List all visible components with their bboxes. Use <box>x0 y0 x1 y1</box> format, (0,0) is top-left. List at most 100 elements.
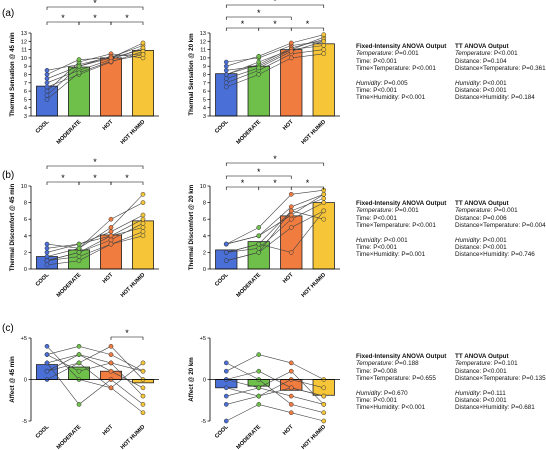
y-tick-label: 0 <box>203 378 206 384</box>
significance-bracket <box>225 175 292 179</box>
participant-line <box>46 362 144 405</box>
x-tick-label: HOT <box>102 424 115 437</box>
participant-line <box>46 223 144 261</box>
panel-label-b: (b) <box>2 170 14 181</box>
data-point <box>44 250 50 255</box>
data-point <box>76 258 82 264</box>
data-point <box>321 418 327 424</box>
stats-a-tt: TT ANOVA Output Temperature: P<0.001 Dis… <box>455 43 546 102</box>
chart-b_fi: 0 2 4 6 8 10 Thermal Discomfort @ 45 min COOL MO… <box>9 157 159 299</box>
y-tick-label: 6 <box>24 217 27 223</box>
stats-line: Time×Humidity: P<0.001 <box>356 404 426 412</box>
data-point <box>140 229 146 234</box>
x-tick-label: HOT HUMID <box>301 424 328 450</box>
participant-line <box>226 404 324 422</box>
stats-line: Temperature: P<0.001 <box>455 50 518 58</box>
data-point <box>108 229 114 234</box>
data-point <box>108 58 114 64</box>
data-point <box>44 360 50 366</box>
participant-line <box>226 210 325 253</box>
participant-line <box>46 53 144 92</box>
data-point <box>288 225 294 230</box>
stats-line: Temperature: P=0.001 <box>455 207 518 215</box>
y-axis-label: Thermal Sensation @ 45 min <box>9 32 16 117</box>
y-tick-label: 6 <box>203 89 206 95</box>
stats-line: Time: P=0.008 <box>356 367 397 375</box>
data-point <box>321 200 327 205</box>
y-tick-label: 10 <box>200 184 206 190</box>
significance-star: * <box>125 13 129 23</box>
chart-b_tt: 0 2 4 6 8 10 Thermal Discomfort @ 20 km COOL MOD… <box>188 154 340 299</box>
x-tick-label: COOL <box>35 272 51 288</box>
data-point <box>44 88 50 94</box>
y-tick-label: 11 <box>21 48 27 54</box>
participant-line <box>226 189 324 245</box>
data-point <box>223 80 229 86</box>
data-point <box>321 216 327 222</box>
chart-c_tt: -5 0 +5 Affect @ 20 km COOL MODERATE HOT HOT HU… <box>188 336 340 450</box>
participant-line <box>46 47 144 84</box>
significance-bracket <box>225 162 325 166</box>
data-point <box>108 343 114 349</box>
data-point <box>288 208 294 214</box>
stats-title: TT ANOVA Output <box>455 200 509 207</box>
participant-line <box>46 51 144 88</box>
significance-bracket <box>290 27 325 31</box>
data-point <box>140 233 146 239</box>
participant-line <box>46 42 144 75</box>
significance-bracket <box>46 6 144 10</box>
data-point <box>140 221 146 226</box>
x-tick-label: MODERATE <box>236 119 263 146</box>
data-point <box>76 352 82 357</box>
data-point <box>321 410 327 416</box>
y-axis-label: Affect @ 20 km <box>188 357 195 402</box>
data-point <box>76 57 82 62</box>
stats-line: Distance×Temperature: P=0.135 <box>455 375 546 383</box>
significance-bracket <box>110 181 144 185</box>
x-tick-label: MODERATE <box>56 119 83 146</box>
participant-line <box>226 36 324 71</box>
data-point <box>288 204 294 210</box>
y-tick-label: 10 <box>200 56 206 62</box>
data-point <box>76 245 82 251</box>
panel-label-c: (c) <box>2 323 14 334</box>
significance-star: * <box>125 328 129 338</box>
stats-line: Distance: P<0.001 <box>455 244 507 252</box>
data-point <box>223 72 229 77</box>
charts-layer: 3 4 5 6 7 8 9 10 11 12 13 Thermal Sensation @ 45 mi… <box>9 0 340 450</box>
data-point <box>140 212 146 218</box>
data-point <box>44 352 50 357</box>
y-tick-label: 13 <box>200 31 206 37</box>
data-point <box>44 258 50 264</box>
x-tick-label: MODERATE <box>56 424 83 450</box>
data-point <box>223 241 229 247</box>
data-point <box>256 72 262 77</box>
y-tick-label: 4 <box>24 234 27 240</box>
y-tick-label: 11 <box>200 48 206 54</box>
participant-line <box>226 354 324 380</box>
data-point <box>140 200 146 205</box>
data-point <box>256 385 262 391</box>
stats-line: Distance×Temperature: P=0.361 <box>455 65 546 73</box>
stats-title: Fixed-Intensity ANOVA Output <box>356 43 447 50</box>
participant-line <box>226 194 324 245</box>
participant-line <box>226 387 324 405</box>
data-point <box>108 385 114 391</box>
y-tick-label: 8 <box>24 201 27 207</box>
participant-line <box>226 45 324 75</box>
data-point <box>321 47 327 52</box>
significance-star: * <box>61 173 65 183</box>
participant-line <box>46 231 144 261</box>
stats-line: Distance×Humidity: P=0.746 <box>455 251 535 259</box>
stats-line: Distance×Temperature: P=0.004 <box>455 222 546 230</box>
y-tick-label: 5 <box>203 97 206 103</box>
chart-c_fi: -5 0 +5 Affect @ 45 min COOL MODERATE HOT HOT H… <box>9 328 159 450</box>
significance-star: * <box>61 13 65 23</box>
stats-line: Humidity: P=0.670 <box>356 389 408 397</box>
data-point <box>76 70 82 76</box>
bar-hot-humid <box>132 50 154 117</box>
data-point <box>44 262 50 268</box>
significance-star: * <box>306 19 310 29</box>
significance-bracket <box>225 16 292 20</box>
data-point <box>321 393 327 399</box>
